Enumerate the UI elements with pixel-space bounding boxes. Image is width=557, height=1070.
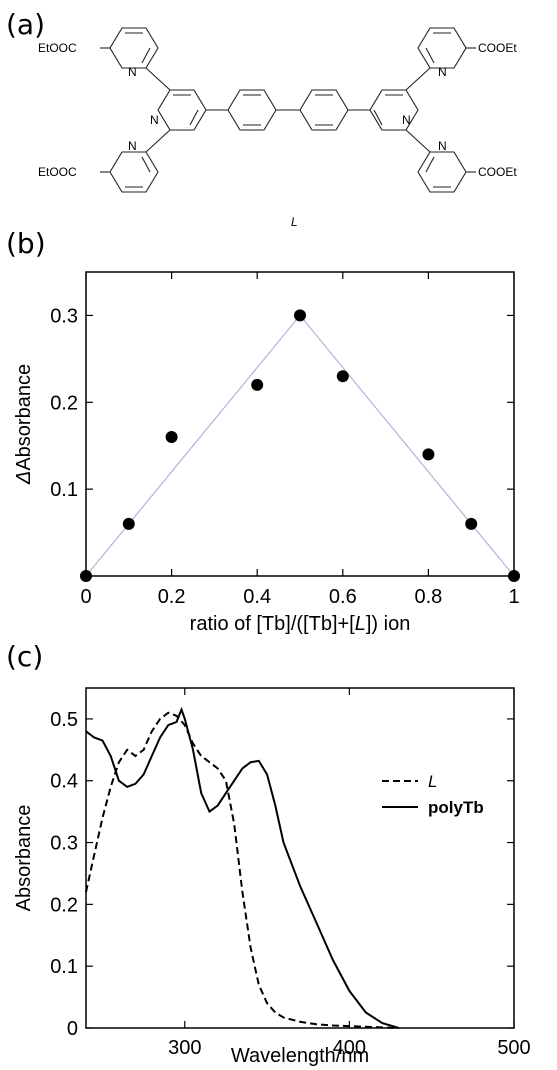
legend-label: L xyxy=(428,772,437,791)
series-line-L xyxy=(85,711,399,1029)
panel-label-a: (a) xyxy=(6,8,46,41)
ligand-structure: EtOOC EtOOC COOEt COOEt N N N N N N L xyxy=(38,27,517,229)
x-tick-label: 500 xyxy=(497,1037,530,1059)
data-point xyxy=(122,517,135,530)
ester-group-bottom-right: COOEt xyxy=(478,165,517,179)
nitrogen-label: N xyxy=(150,113,159,127)
x-tick-label: 0.8 xyxy=(414,586,442,608)
nitrogen-label: N xyxy=(402,113,411,127)
x-tick-label: 400 xyxy=(333,1037,366,1059)
x-tick-label: 0.2 xyxy=(158,586,186,608)
ester-group-top-left: EtOOC xyxy=(38,41,77,55)
x-tick-label: 300 xyxy=(168,1037,201,1059)
panel-label-b: (b) xyxy=(6,227,46,260)
ester-group-top-right: COOEt xyxy=(478,41,517,55)
data-point xyxy=(336,370,349,383)
data-point xyxy=(165,431,178,444)
nitrogen-label: N xyxy=(438,65,447,79)
y-tick-label: 0.3 xyxy=(50,833,78,855)
x-tick-label: 0.4 xyxy=(243,586,271,608)
y-tick-label: 0.1 xyxy=(50,956,78,978)
data-point xyxy=(465,517,478,530)
y-tick-label: 0.2 xyxy=(50,392,78,414)
data-point xyxy=(251,378,264,391)
data-point xyxy=(508,570,520,582)
y-tick-label: 0.5 xyxy=(50,709,78,731)
x-axis-title: Wavelength/nm xyxy=(231,1045,369,1067)
plot-frame xyxy=(85,687,515,1029)
panel-label-c: (c) xyxy=(6,640,44,673)
y-tick-label: 0 xyxy=(67,1018,78,1040)
nitrogen-label: N xyxy=(128,139,137,153)
legend-label: polyTb xyxy=(428,798,484,817)
ester-group-bottom-left: EtOOC xyxy=(38,165,77,179)
plot-frame xyxy=(85,271,515,577)
ligand-label: L xyxy=(291,215,298,229)
nitrogen-label: N xyxy=(128,65,137,79)
y-axis-title: ΔAbsorbance xyxy=(13,364,35,485)
data-point xyxy=(422,448,435,461)
y-tick-label: 0.3 xyxy=(50,305,78,327)
y-axis-title: Absorbance xyxy=(13,805,35,912)
x-axis-title: ratio of [Tb]/([Tb]+[L]) ion xyxy=(190,613,411,635)
series-line-polyTb xyxy=(85,706,400,1029)
x-tick-label: 0.6 xyxy=(329,586,357,608)
x-tick-label: 0 xyxy=(80,586,91,608)
y-tick-label: 0.1 xyxy=(50,479,78,501)
x-tick-label: 1 xyxy=(508,586,519,608)
nitrogen-label: N xyxy=(438,139,447,153)
y-tick-label: 0.4 xyxy=(50,771,78,793)
y-tick-label: 0.2 xyxy=(50,894,78,916)
data-point xyxy=(80,570,92,582)
data-point xyxy=(294,309,306,322)
